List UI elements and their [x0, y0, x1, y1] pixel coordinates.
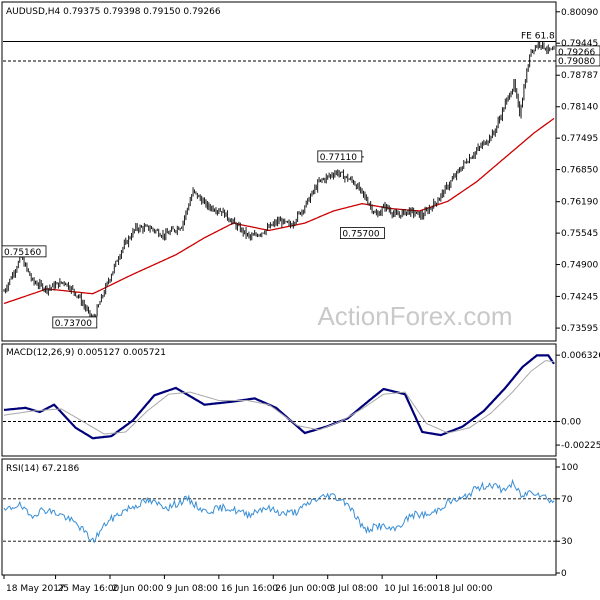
price-tag-label: 0.79266: [558, 48, 595, 58]
price-annotation-label: 0.77110: [320, 153, 357, 163]
price-annotation-box: [52, 316, 98, 329]
macd-panel-frame: [1, 343, 557, 457]
price-y-tick-label: 0.73595: [561, 324, 598, 334]
rsi-y-tick-label: 70: [561, 495, 573, 505]
macd-y-axis: 0.006326 0.00 -0.002253: [556, 351, 600, 451]
macd-panel-title: MACD(12,26,9) 0.005127 0.005721: [6, 348, 166, 358]
price-annotation-box: [1, 245, 47, 258]
price-panel-title: AUDUSD,H4 0.79375 0.79398 0.79150 0.7926…: [6, 7, 221, 17]
macd-y-tick-label: -0.002253: [561, 441, 600, 451]
macd-panel: MACD(12,26,9) 0.005127 0.005721: [1, 343, 557, 457]
x-tick-label: 18 Jul 00:00: [439, 584, 493, 594]
price-annotation-label: 0.75700: [342, 230, 379, 240]
price-y-tick-label: 0.78140: [561, 103, 598, 113]
price-y-tick-label: 0.78787: [561, 71, 598, 81]
rsi-y-axis: 100 70 30 0: [556, 463, 578, 579]
x-tick-label: 16 Jun 16:00: [221, 584, 278, 594]
price-y-tick-label: 0.74245: [561, 292, 598, 302]
x-tick-label: 10 Jul 16:00: [384, 584, 438, 594]
rsi-line: [3, 478, 555, 544]
price-y-tick-label: 0.79445: [561, 39, 598, 49]
price-y-tick-label: 0.77495: [561, 134, 598, 144]
price-y-tick-label: 0.80090: [561, 8, 598, 18]
price-annotation-label: 0.73700: [55, 319, 92, 329]
price-panel: ActionForex.com FE 61.8 0.75160 0.73700 0.…: [1, 1, 557, 342]
price-y-tick-label: 0.76850: [561, 166, 598, 176]
price-y-tick-label: 0.74900: [561, 261, 598, 271]
rsi-panel: RSI(14) 67.2186: [1, 458, 557, 576]
price-annotation-label: 0.75160: [4, 248, 41, 258]
rsi-y-tick-label: 30: [561, 537, 573, 547]
price-tag-label: 0.79080: [558, 57, 595, 67]
macd-signal-line: [3, 360, 555, 435]
price-y-tick-label: 0.75545: [561, 229, 598, 239]
price-y-axis: 0.80090 0.79445 0.78787 0.78140 0.77495 0.768…: [555, 8, 600, 334]
x-tick-label: 2 Jun 00:00: [112, 584, 164, 594]
price-tag-box: [555, 54, 600, 67]
price-y-tick-label: 0.76190: [561, 198, 598, 208]
x-tick-label: 25 May 16:00: [58, 584, 120, 594]
price-annotation-box: [339, 227, 385, 239]
watermark: ActionForex.com: [317, 301, 512, 331]
macd-y-tick-label: 0.006326: [561, 351, 600, 361]
macd-line: [3, 354, 555, 440]
rsi-y-tick-label: 0: [561, 569, 567, 579]
rsi-panel-title: RSI(14) 67.2186: [6, 464, 79, 474]
x-tick-label: 26 Jun 00:00: [275, 584, 332, 594]
moving-average-line: [3, 117, 555, 305]
rsi-y-tick-label: 100: [561, 463, 578, 473]
x-tick-label: 9 Jun 08:00: [166, 584, 218, 594]
macd-y-tick-label: 0.00: [561, 417, 581, 427]
rsi-panel-frame: [1, 458, 557, 576]
price-panel-frame: [1, 1, 557, 342]
fe-level-label: FE 61.8: [521, 31, 555, 41]
x-tick-label: 3 Jul 08:00: [330, 584, 379, 594]
x-tick-label: 18 May 2017: [6, 584, 65, 594]
